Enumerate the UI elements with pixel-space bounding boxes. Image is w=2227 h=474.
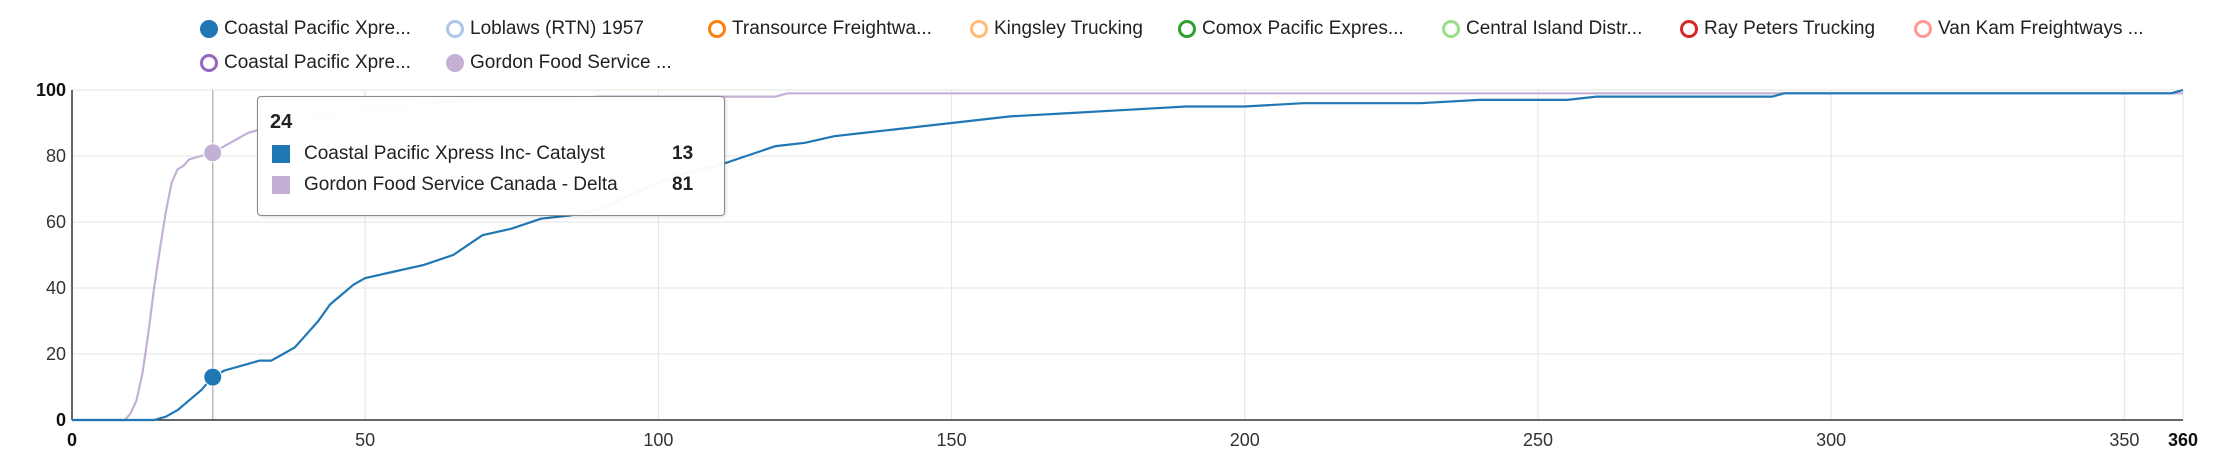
legend-marker-icon [1680,20,1698,38]
y-tick-label: 80 [46,146,66,166]
tooltip-swatch-icon [272,145,290,163]
x-tick-label: 350 [2109,430,2139,450]
legend-item-coastal-pacific-catalyst[interactable]: Coastal Pacific Xpre... [200,14,411,44]
hover-markers [203,143,223,387]
legend-marker-icon [1442,20,1460,38]
legend-label: Coastal Pacific Xpre... [224,52,411,73]
legend-marker-icon [446,20,464,38]
legend-marker-icon [1178,20,1196,38]
y-tick-label: 60 [46,212,66,232]
x-tick-label: 360 [2168,430,2198,450]
axes: 0 50 100 150 200 250 300 350 360 0 20 40 60 80 100 [36,80,2198,450]
hover-point-marker [203,367,223,387]
legend-item-transource[interactable]: Transource Freightwa... [708,14,932,44]
legend-label: Transource Freightwa... [732,18,932,39]
legend-item-gordon-food[interactable]: Gordon Food Service ... [446,48,672,78]
legend-label: Ray Peters Trucking [1704,18,1876,39]
legend-item-ray-peters[interactable]: Ray Peters Trucking [1680,14,1875,44]
legend-label: Kingsley Trucking [994,18,1143,39]
legend-label: Comox Pacific Expres... [1202,18,1404,39]
y-tick-label: 40 [46,278,66,298]
tooltip-x-value: 24 [270,111,293,133]
legend-marker-icon [446,54,464,72]
legend-item-loblaws[interactable]: Loblaws (RTN) 1957 [446,14,644,44]
x-tick-label: 100 [643,430,673,450]
x-tick-label: 150 [937,430,967,450]
legend-marker-icon [200,20,218,38]
legend-marker-icon [1914,20,1932,38]
legend-label: Coastal Pacific Xpre... [224,18,411,39]
legend-marker-icon [970,20,988,38]
legend-label: Gordon Food Service ... [470,52,672,73]
legend-item-central-island[interactable]: Central Island Distr... [1442,14,1642,44]
x-tick-label: 200 [1230,430,1260,450]
legend-item-comox-pacific[interactable]: Comox Pacific Expres... [1178,14,1404,44]
y-tick-label: 100 [36,80,66,100]
x-tick-label: 300 [1816,430,1846,450]
tooltip-row: Coastal Pacific Xpress Inc- Catalyst 13 [272,141,712,167]
x-tick-label: 0 [67,430,77,450]
tooltip-series-name: Coastal Pacific Xpress Inc- Catalyst [304,143,605,164]
legend-item-coastal-pacific-2[interactable]: Coastal Pacific Xpre... [200,48,411,78]
hover-point-marker [203,143,223,163]
tooltip-series-value: 81 [672,174,694,195]
y-tick-label: 0 [56,410,66,430]
x-tick-label: 50 [355,430,375,450]
y-tick-label: 20 [46,344,66,364]
legend-marker-icon [200,54,218,72]
legend-label: Loblaws (RTN) 1957 [470,18,644,39]
tooltip-row: Gordon Food Service Canada - Delta 81 [272,172,712,198]
x-tick-label: 250 [1523,430,1553,450]
legend-label: Central Island Distr... [1466,18,1643,39]
tooltip-swatch-icon [272,176,290,194]
legend-item-kingsley[interactable]: Kingsley Trucking [970,14,1143,44]
legend-item-van-kam[interactable]: Van Kam Freightways ... [1914,14,2144,44]
legend-label: Van Kam Freightways ... [1938,18,2144,39]
legend-marker-icon [708,20,726,38]
tooltip-series-name: Gordon Food Service Canada - Delta [304,174,618,195]
tooltip-series-value: 13 [672,143,694,164]
chart-tooltip: 24 Coastal Pacific Xpress Inc- Catalyst … [257,96,725,216]
